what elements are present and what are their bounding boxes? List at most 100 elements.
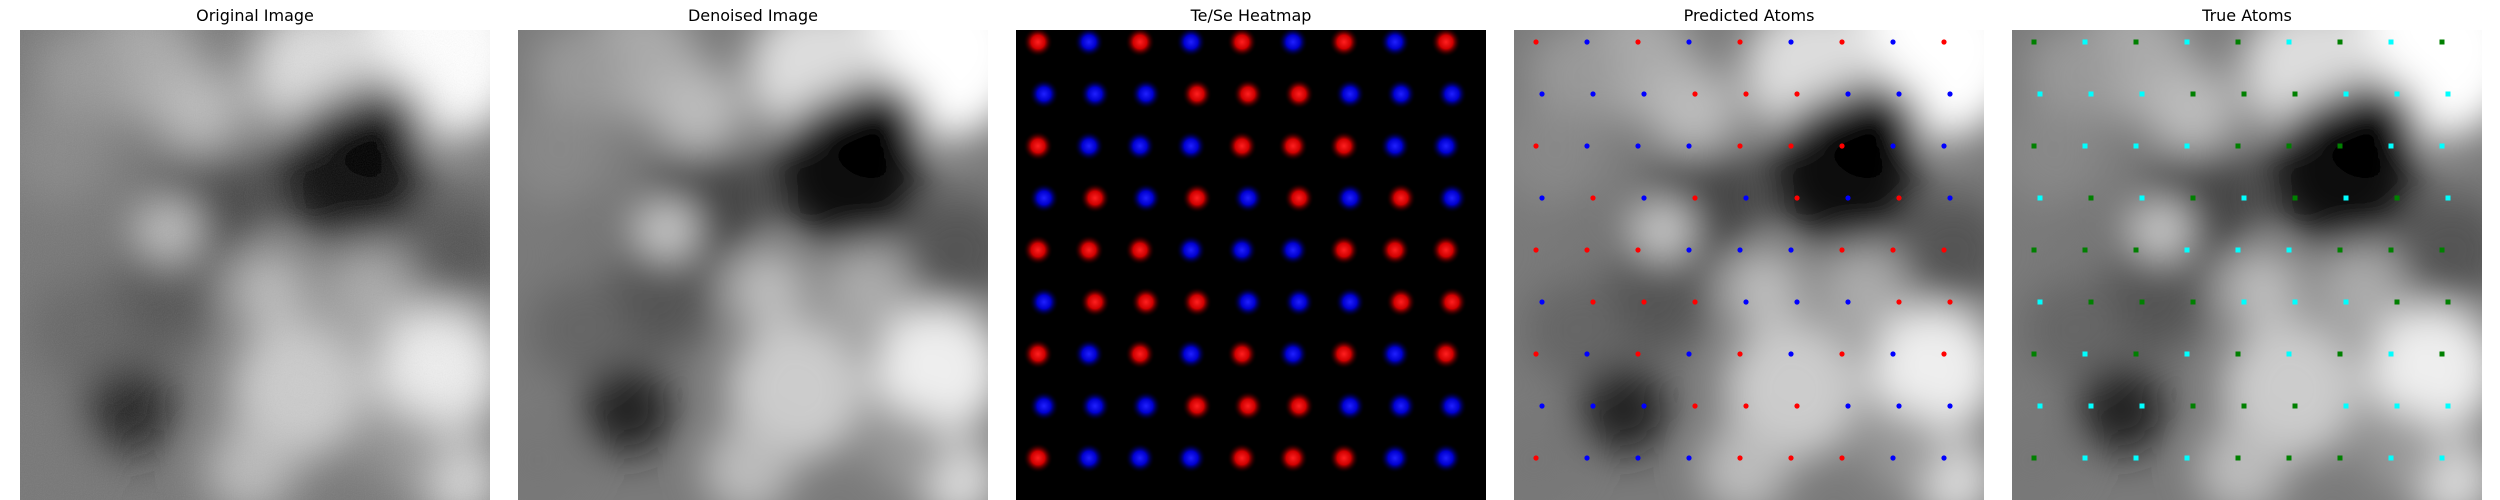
- heatmap-blob: [1386, 391, 1416, 421]
- texture-blob: [1819, 245, 1909, 335]
- true-atom-marker: [2343, 403, 2349, 409]
- predicted-atom-marker: [1686, 351, 1692, 357]
- heatmap-blob: [1278, 30, 1308, 57]
- predicted-atom-marker: [1845, 195, 1851, 201]
- texture-blob: [1529, 30, 1619, 115]
- texture-blob: [903, 195, 988, 305]
- true-atoms-canvas: [2012, 30, 2482, 500]
- predicted-atom-marker: [1533, 143, 1539, 149]
- true-atom-marker: [2184, 455, 2190, 461]
- heatmap-blob: [1233, 183, 1263, 213]
- texture-blob: [1649, 65, 1739, 155]
- panel-denoised-image: Denoised Image: [518, 8, 988, 500]
- heatmap-blob: [1227, 443, 1257, 473]
- heatmap-blob: [1386, 183, 1416, 213]
- texture-blob: [1869, 305, 1984, 435]
- panel-title: Original Image: [196, 6, 314, 25]
- true-atom-marker: [2337, 247, 2343, 253]
- panel-title: Predicted Atoms: [1683, 6, 1815, 25]
- heatmap-blob: [1431, 235, 1461, 265]
- true-atom-marker: [2133, 39, 2139, 45]
- predicted-atom-marker: [1794, 299, 1800, 305]
- texture-blob: [638, 200, 698, 260]
- predicted-atom-marker: [1794, 91, 1800, 97]
- true-atom-marker: [2286, 455, 2292, 461]
- heatmap-blob: [1233, 287, 1263, 317]
- predicted-atom-marker: [1584, 39, 1590, 45]
- predicted-atom-marker: [1896, 299, 1902, 305]
- heatmap-blob: [1080, 183, 1110, 213]
- heatmap-blob: [1074, 131, 1104, 161]
- heatmap-blob: [1233, 391, 1263, 421]
- heatmap-blob: [1029, 391, 1059, 421]
- panel-true-atoms: True Atoms: [2012, 8, 2482, 500]
- predicted-atom-marker: [1839, 247, 1845, 253]
- texture-blob: [1634, 200, 1694, 260]
- texture-blob: [603, 245, 713, 355]
- heatmap-blob: [1227, 339, 1257, 369]
- true-atom-marker: [2292, 91, 2298, 97]
- heatmap-blob: [1278, 131, 1308, 161]
- predicted-atom-marker: [1584, 351, 1590, 357]
- true-atom-marker: [2343, 195, 2349, 201]
- texture-blob: [558, 190, 638, 270]
- heatmap-blob: [1335, 391, 1365, 421]
- heatmap-blob: [1380, 339, 1410, 369]
- heatmap-blob: [1125, 235, 1155, 265]
- predicted-atom-marker: [1947, 299, 1953, 305]
- texture-blob: [823, 245, 913, 335]
- texture-blob: [828, 80, 928, 180]
- heatmap-blob: [1278, 339, 1308, 369]
- texture-blob: [1599, 245, 1709, 355]
- texture-blob: [2012, 95, 2107, 205]
- heatmap-blob: [1131, 79, 1161, 109]
- heatmap-blob: [1329, 339, 1359, 369]
- panel-title: True Atoms: [2202, 6, 2292, 25]
- true-atom-marker: [2439, 143, 2445, 149]
- predicted-atom-marker: [1584, 247, 1590, 253]
- true-atom-marker: [2037, 91, 2043, 97]
- texture-blob: [2222, 320, 2362, 460]
- heatmap-blob: [1335, 287, 1365, 317]
- heatmap-blob: [1437, 79, 1467, 109]
- texture-blob: [1524, 280, 1624, 380]
- texture-blob: [1554, 190, 1634, 270]
- texture-blob: [2052, 190, 2132, 270]
- heatmap-blob: [1329, 443, 1359, 473]
- true-atom-marker: [2388, 351, 2394, 357]
- heatmap-blob: [1023, 339, 1053, 369]
- predicted-atom-marker: [1641, 91, 1647, 97]
- true-atom-marker: [2133, 247, 2139, 253]
- true-atom-marker: [2241, 195, 2247, 201]
- predicted-atom-marker: [1890, 143, 1896, 149]
- true-atom-marker: [2343, 299, 2349, 305]
- true-atom-marker: [2445, 195, 2451, 201]
- heatmap-blob: [1380, 235, 1410, 265]
- true-atom-marker: [2337, 39, 2343, 45]
- predicted-atom-marker: [1692, 299, 1698, 305]
- predicted-atom-marker: [1941, 39, 1947, 45]
- texture-blob: [728, 320, 868, 460]
- heatmap-image: [1016, 30, 1486, 500]
- texture-blob: [1724, 320, 1864, 460]
- true-atom-marker: [2337, 351, 2343, 357]
- texture-blob: [2367, 305, 2482, 435]
- predicted-atom-marker: [1692, 91, 1698, 97]
- panel-original-image: Original Image: [20, 8, 490, 500]
- heatmap-blob: [1431, 30, 1461, 57]
- texture-blob: [2197, 425, 2287, 500]
- true-atom-marker: [2292, 403, 2298, 409]
- heatmap-blob: [1125, 30, 1155, 57]
- heatmap-blob: [1431, 131, 1461, 161]
- texture-blob: [2362, 410, 2442, 490]
- texture-blob: [518, 415, 583, 500]
- heatmap-blob: [1176, 30, 1206, 57]
- panel-title: Te/Se Heatmap: [1190, 6, 1312, 25]
- predicted-atom-marker: [1743, 299, 1749, 305]
- predicted-atom-marker: [1584, 143, 1590, 149]
- predicted-atom-marker: [1890, 351, 1896, 357]
- predicted-atom-marker: [1533, 455, 1539, 461]
- predicted-atom-marker: [1692, 195, 1698, 201]
- heatmap-blob: [1284, 79, 1314, 109]
- heatmap-blob: [1029, 287, 1059, 317]
